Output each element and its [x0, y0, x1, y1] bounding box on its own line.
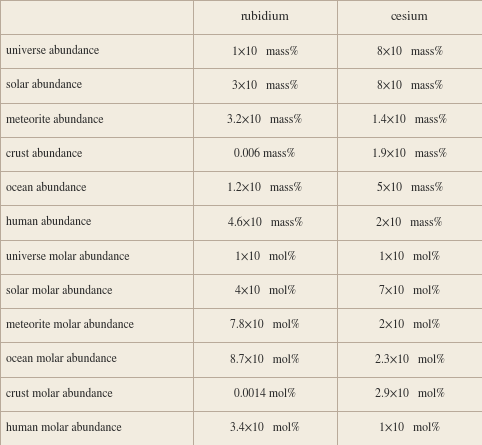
Text: universe molar abundance: universe molar abundance: [6, 251, 129, 263]
Text: universe abundance: universe abundance: [6, 45, 99, 57]
Text: meteorite molar abundance: meteorite molar abundance: [6, 320, 134, 331]
Text: 7×10⁻⁹ mol%: 7×10⁻⁹ mol%: [379, 285, 440, 297]
Text: 2.9×10⁻⁵ mol%: 2.9×10⁻⁵ mol%: [375, 388, 445, 400]
Text: 8.7×10⁻⁷ mol%: 8.7×10⁻⁷ mol%: [230, 353, 300, 365]
Text: 2.3×10⁻⁹ mol%: 2.3×10⁻⁹ mol%: [375, 353, 445, 365]
Text: human abundance: human abundance: [6, 217, 91, 228]
Text: human molar abundance: human molar abundance: [6, 422, 121, 434]
Text: 2×10⁻⁶ mass%: 2×10⁻⁶ mass%: [376, 217, 443, 228]
Text: 0.0014 mol%: 0.0014 mol%: [234, 388, 296, 400]
Text: 0.006 mass%: 0.006 mass%: [234, 148, 296, 160]
Text: ocean abundance: ocean abundance: [6, 182, 86, 194]
Text: ocean molar abundance: ocean molar abundance: [6, 353, 117, 365]
Text: 3.2×10⁻⁴ mass%: 3.2×10⁻⁴ mass%: [228, 114, 303, 125]
Text: solar abundance: solar abundance: [6, 80, 82, 92]
Text: 1.2×10⁻⁵ mass%: 1.2×10⁻⁵ mass%: [228, 182, 303, 194]
Text: 1.4×10⁻⁵ mass%: 1.4×10⁻⁵ mass%: [372, 114, 447, 125]
Text: crust molar abundance: crust molar abundance: [6, 388, 112, 400]
Text: crust abundance: crust abundance: [6, 148, 82, 160]
Text: 1×10⁻⁸ mol%: 1×10⁻⁸ mol%: [235, 251, 295, 263]
Text: solar molar abundance: solar molar abundance: [6, 285, 112, 297]
Text: 1×10⁻⁹ mol%: 1×10⁻⁹ mol%: [379, 251, 440, 263]
Text: 3.4×10⁻⁵ mol%: 3.4×10⁻⁵ mol%: [230, 422, 300, 434]
Text: 2×10⁻⁶ mol%: 2×10⁻⁶ mol%: [379, 320, 441, 331]
Text: 1×10⁻⁷ mol%: 1×10⁻⁷ mol%: [379, 422, 440, 434]
Text: cesium: cesium: [391, 11, 428, 23]
Text: 4.6×10⁻⁴ mass%: 4.6×10⁻⁴ mass%: [228, 217, 303, 228]
Text: 7.8×10⁻⁵ mol%: 7.8×10⁻⁵ mol%: [230, 320, 300, 331]
Text: 5×10⁻⁸ mass%: 5×10⁻⁸ mass%: [376, 182, 443, 194]
Text: 4×10⁻⁸ mol%: 4×10⁻⁸ mol%: [235, 285, 295, 297]
Text: meteorite abundance: meteorite abundance: [6, 114, 103, 125]
Text: 8×10⁻⁸ mass%: 8×10⁻⁸ mass%: [376, 45, 443, 57]
Text: 1×10⁻⁶ mass%: 1×10⁻⁶ mass%: [232, 45, 298, 57]
Text: rubidium: rubidium: [241, 11, 290, 23]
Text: 8×10⁻⁷ mass%: 8×10⁻⁷ mass%: [376, 80, 443, 92]
Text: 3×10⁻⁶ mass%: 3×10⁻⁶ mass%: [232, 80, 298, 92]
Text: 1.9×10⁻⁴ mass%: 1.9×10⁻⁴ mass%: [372, 148, 447, 160]
